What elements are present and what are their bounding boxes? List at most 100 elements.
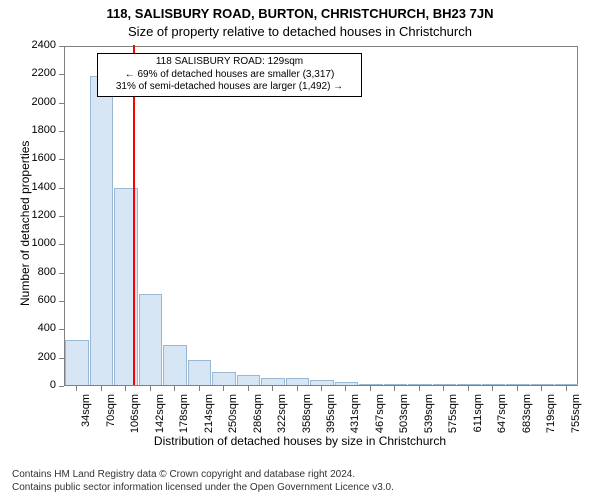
x-tick-label: 575sqm [447,394,459,444]
y-tick-mark [59,74,64,75]
histogram-bar [359,384,382,385]
y-tick-label: 2400 [24,39,56,51]
plot-area: 118 SALISBURY ROAD: 129sqm← 69% of detac… [64,46,578,386]
histogram-bar [408,384,431,385]
x-tick-label: 286sqm [252,394,264,444]
x-tick-mark [101,386,102,391]
y-tick-label: 200 [24,351,56,363]
x-tick-label: 611sqm [472,394,484,444]
y-tick-label: 600 [24,294,56,306]
y-tick-label: 2000 [24,96,56,108]
x-tick-mark [125,386,126,391]
x-tick-label: 322sqm [276,394,288,444]
x-tick-mark [150,386,151,391]
x-tick-label: 34sqm [80,394,92,444]
footer-line2: Contains public sector information licen… [12,481,394,494]
x-tick-mark [76,386,77,391]
x-tick-label: 647sqm [496,394,508,444]
x-tick-mark [345,386,346,391]
annotation-line: 118 SALISBURY ROAD: 129sqm [102,56,357,69]
y-tick-mark [59,103,64,104]
footer-attribution: Contains HM Land Registry data © Crown c… [12,468,394,494]
histogram-bar [384,384,407,385]
y-tick-mark [59,244,64,245]
histogram-bar [286,378,309,385]
y-tick-label: 0 [24,379,56,391]
x-tick-label: 395sqm [325,394,337,444]
x-tick-mark [468,386,469,391]
y-tick-mark [59,159,64,160]
histogram-bar [555,384,578,385]
y-tick-mark [59,358,64,359]
histogram-bar [163,345,186,385]
y-axis-label: Number of detached properties [18,141,32,306]
y-tick-label: 1600 [24,152,56,164]
y-tick-label: 1000 [24,237,56,249]
x-tick-mark [541,386,542,391]
x-tick-label: 70sqm [105,394,117,444]
histogram-bar [90,76,113,385]
footer-line1: Contains HM Land Registry data © Crown c… [12,468,394,481]
y-tick-mark [59,131,64,132]
chart-title-line2: Size of property relative to detached ho… [0,24,600,39]
x-tick-label: 214sqm [203,394,215,444]
histogram-bar [482,384,505,385]
x-tick-label: 683sqm [521,394,533,444]
y-tick-mark [59,46,64,47]
y-tick-mark [59,188,64,189]
chart-title-line1: 118, SALISBURY ROAD, BURTON, CHRISTCHURC… [0,6,600,21]
x-tick-label: 719sqm [545,394,557,444]
x-tick-mark [248,386,249,391]
y-tick-mark [59,273,64,274]
y-tick-label: 400 [24,322,56,334]
x-tick-mark [199,386,200,391]
histogram-bar [212,372,235,385]
x-tick-mark [297,386,298,391]
x-tick-label: 539sqm [423,394,435,444]
x-tick-label: 503sqm [398,394,410,444]
x-tick-label: 142sqm [154,394,166,444]
histogram-bar [188,360,211,386]
histogram-bar [506,384,529,385]
x-tick-mark [394,386,395,391]
histogram-bar [457,384,480,385]
x-tick-label: 250sqm [227,394,239,444]
x-tick-label: 755sqm [570,394,582,444]
x-tick-mark [370,386,371,391]
y-tick-label: 800 [24,266,56,278]
x-tick-label: 431sqm [349,394,361,444]
y-tick-label: 1400 [24,181,56,193]
x-tick-mark [443,386,444,391]
x-tick-mark [223,386,224,391]
x-tick-mark [492,386,493,391]
histogram-bar [433,384,456,385]
y-tick-label: 1200 [24,209,56,221]
x-tick-mark [419,386,420,391]
x-tick-mark [321,386,322,391]
histogram-bar [310,380,333,385]
y-tick-label: 1800 [24,124,56,136]
histogram-bar [261,378,284,385]
histogram-bar [237,375,260,385]
x-tick-mark [517,386,518,391]
annotation-box: 118 SALISBURY ROAD: 129sqm← 69% of detac… [97,53,362,97]
chart-container: 118, SALISBURY ROAD, BURTON, CHRISTCHURC… [0,0,600,500]
y-tick-mark [59,216,64,217]
histogram-bar [139,294,162,385]
x-tick-mark [174,386,175,391]
annotation-line: ← 69% of detached houses are smaller (3,… [102,69,357,82]
histogram-bar [65,340,88,385]
y-tick-label: 2200 [24,67,56,79]
x-tick-mark [272,386,273,391]
annotation-line: 31% of semi-detached houses are larger (… [102,81,357,94]
x-tick-label: 178sqm [178,394,190,444]
histogram-bar [335,382,358,385]
x-tick-label: 106sqm [129,394,141,444]
x-tick-mark [566,386,567,391]
y-tick-mark [59,301,64,302]
x-tick-label: 467sqm [374,394,386,444]
x-tick-label: 358sqm [301,394,313,444]
y-tick-mark [59,386,64,387]
y-tick-mark [59,329,64,330]
histogram-bar [531,384,554,385]
